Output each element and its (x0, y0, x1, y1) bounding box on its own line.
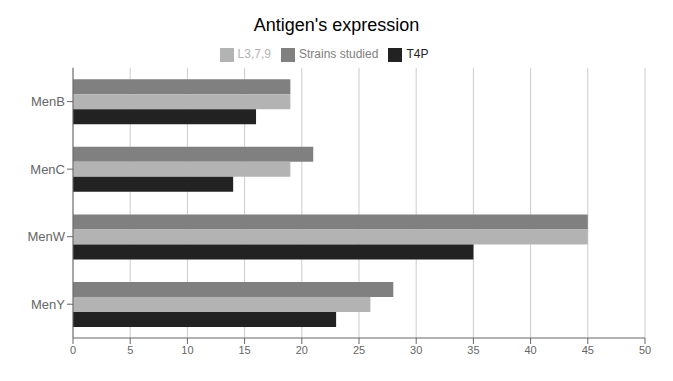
svg-text:35: 35 (467, 344, 479, 356)
html-text:L3,7,9: L3,7,9 (237, 47, 271, 61)
svg-text:MenB: MenB (31, 94, 65, 109)
html-text:T4P: T4P (406, 47, 429, 61)
svg-text:MenW: MenW (27, 229, 65, 244)
svg-text:15: 15 (238, 344, 250, 356)
svg-text:10: 10 (181, 344, 193, 356)
svg-text:MenC: MenC (30, 162, 65, 177)
html-text:Antigen's expression: Antigen's expression (253, 15, 420, 35)
svg-text:20: 20 (296, 344, 308, 356)
svg-text:5: 5 (127, 344, 133, 356)
html-text:Strains studied: Strains studied (299, 47, 379, 61)
svg-text:25: 25 (353, 344, 365, 356)
svg-text:45: 45 (582, 344, 594, 356)
svg-text:50: 50 (639, 344, 651, 356)
svg-text:MenY: MenY (31, 297, 65, 312)
svg-text:30: 30 (410, 344, 422, 356)
svg-text:0: 0 (70, 344, 76, 356)
svg-text:40: 40 (524, 344, 536, 356)
